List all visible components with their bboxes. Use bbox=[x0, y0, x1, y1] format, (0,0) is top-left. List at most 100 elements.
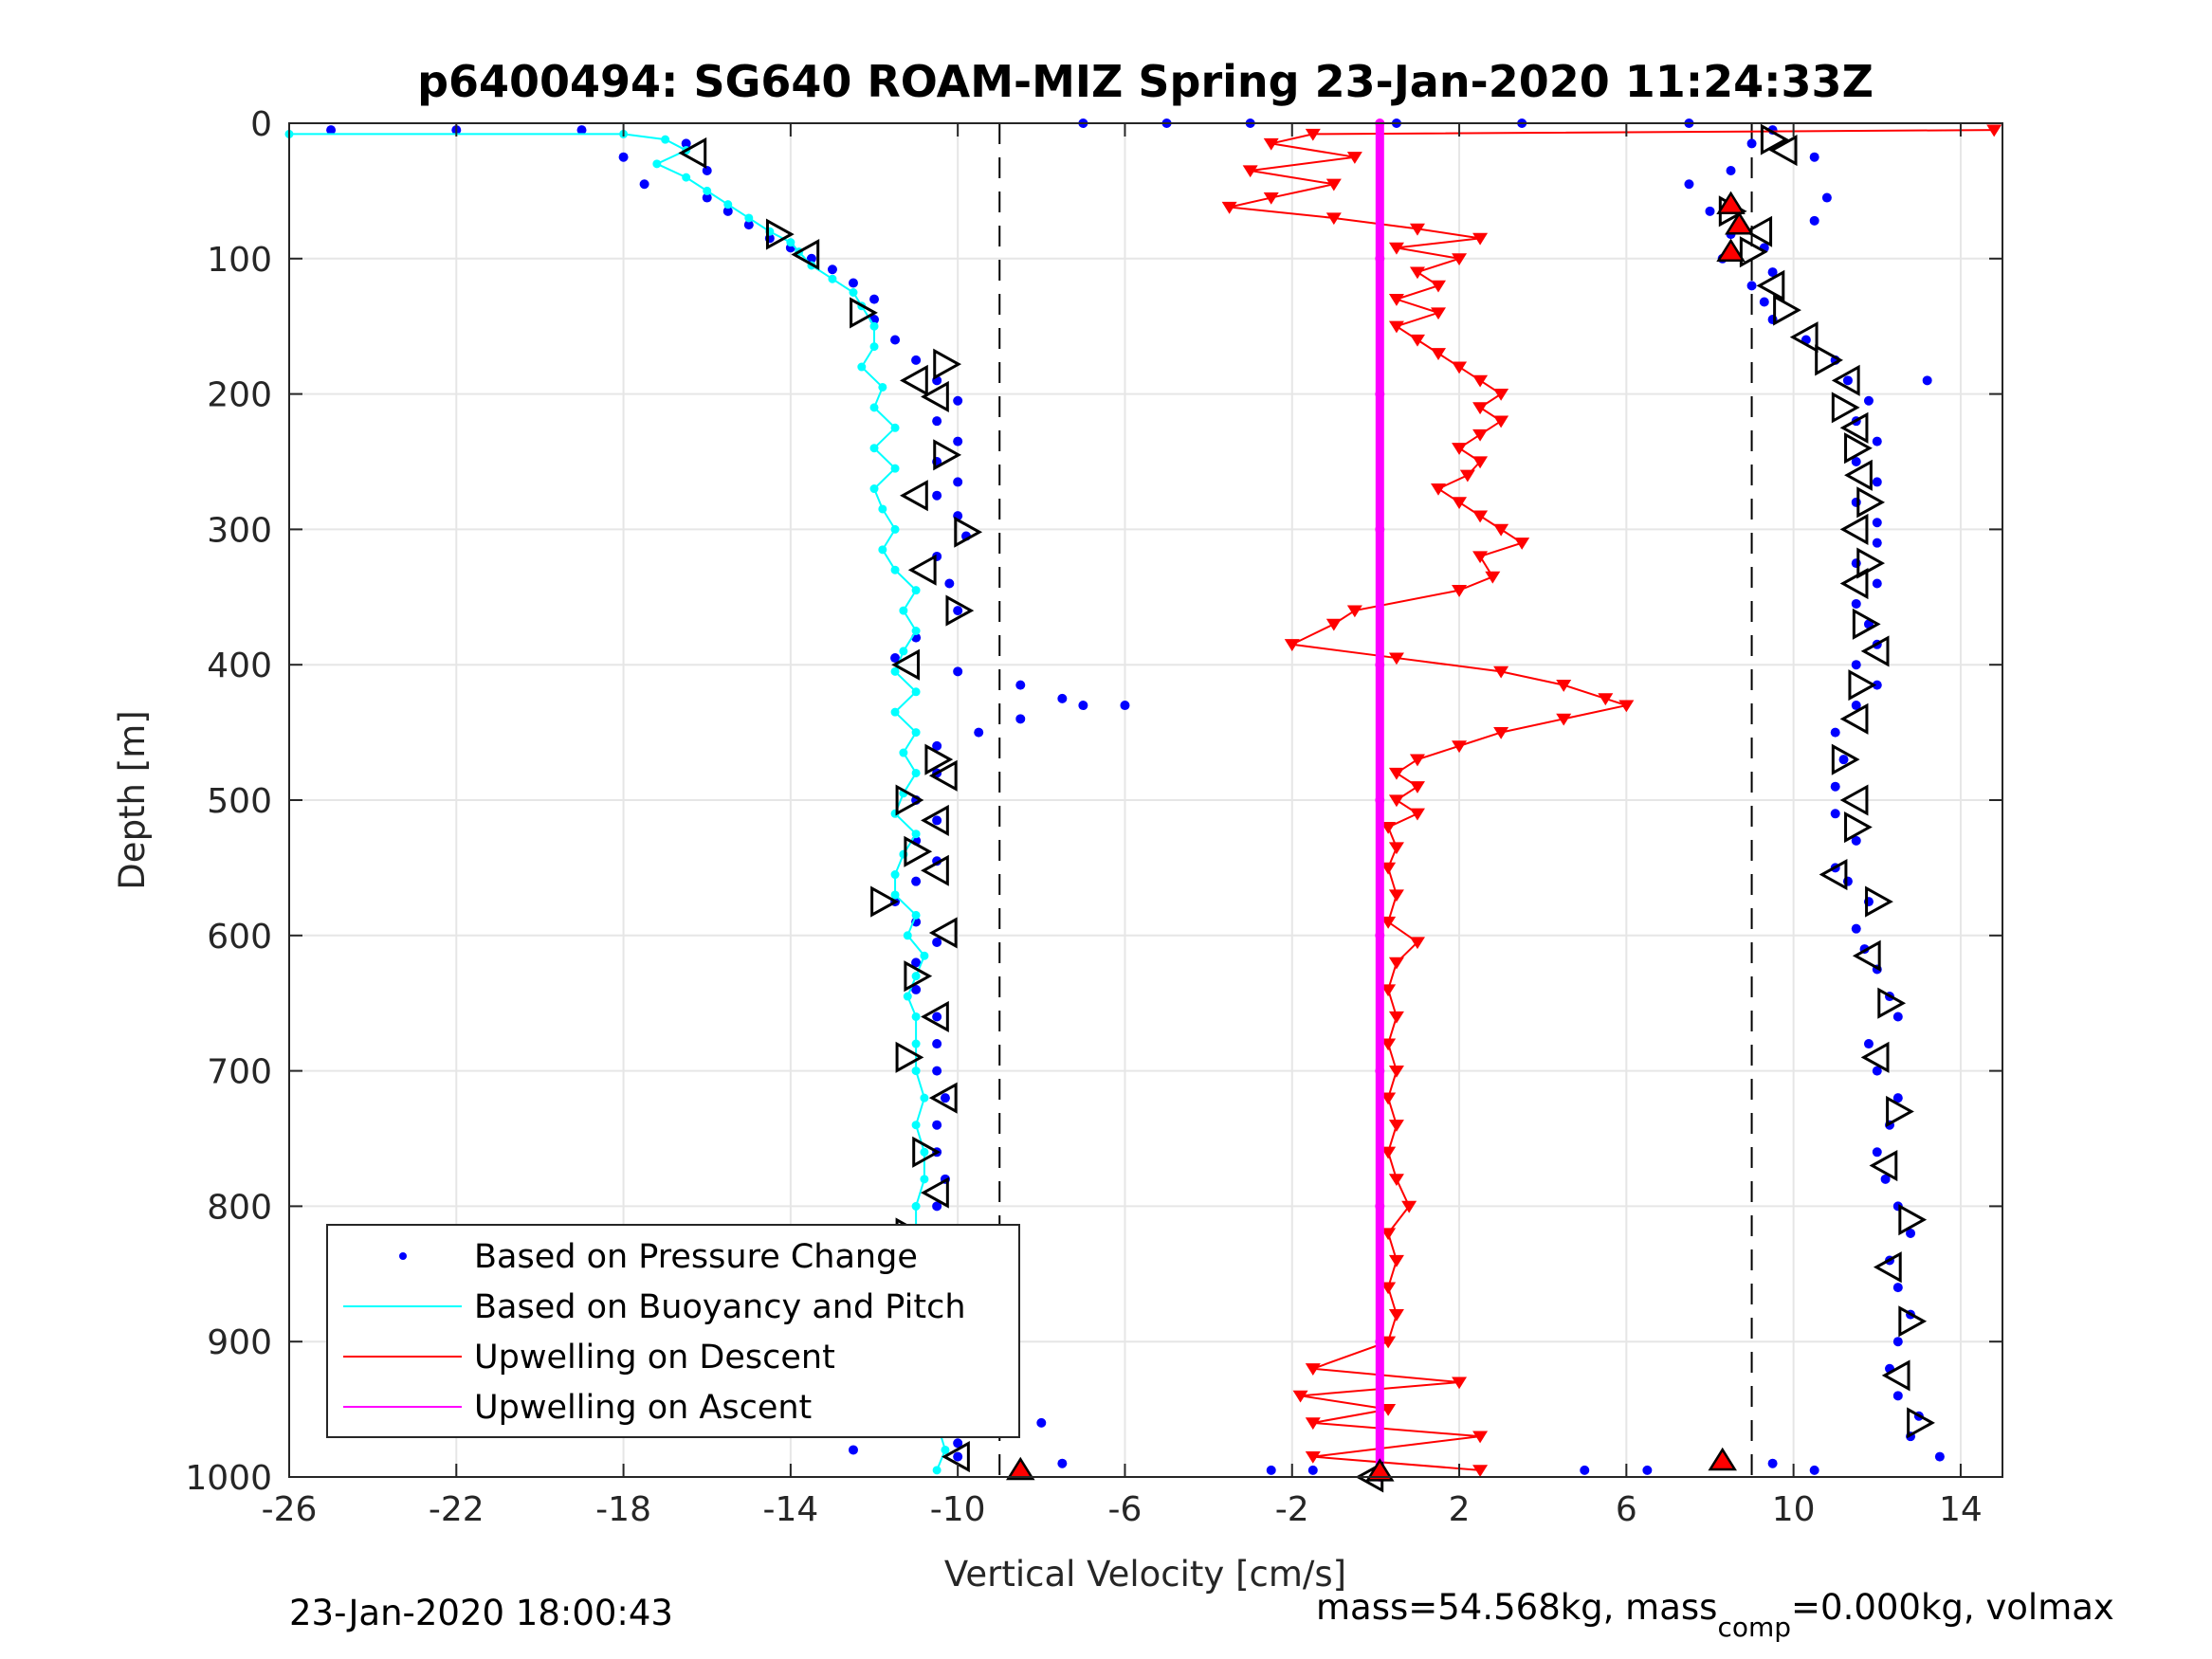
turn-marker bbox=[1756, 269, 1785, 301]
turn-marker bbox=[1839, 411, 1869, 444]
data-point bbox=[1472, 374, 1489, 388]
x-tick-label: 6 bbox=[1616, 1490, 1637, 1529]
data-point bbox=[1409, 754, 1425, 767]
data-point bbox=[1838, 755, 1849, 765]
data-point bbox=[878, 545, 887, 555]
data-point bbox=[890, 524, 900, 534]
turn-marker bbox=[921, 380, 949, 413]
y-tick-label: 1000 bbox=[185, 1459, 272, 1498]
x-tick-label: -18 bbox=[595, 1490, 651, 1529]
data-point bbox=[1388, 652, 1404, 665]
data-point bbox=[911, 768, 921, 777]
data-point bbox=[1851, 923, 1861, 934]
data-point bbox=[703, 186, 712, 195]
data-point bbox=[869, 484, 879, 494]
data-point bbox=[1305, 1417, 1321, 1431]
turn-marker bbox=[1768, 135, 1798, 167]
data-point bbox=[1375, 795, 1385, 805]
apogee-marker bbox=[1365, 1458, 1395, 1482]
data-point bbox=[932, 937, 942, 947]
series-3 bbox=[1375, 118, 1385, 1482]
data-point bbox=[1305, 1363, 1321, 1376]
data-point bbox=[1388, 1254, 1404, 1267]
x-tick-label: -10 bbox=[930, 1490, 986, 1529]
turn-marker bbox=[895, 1041, 924, 1073]
data-point bbox=[1684, 179, 1694, 190]
x-tick-label: -2 bbox=[1275, 1490, 1309, 1529]
data-point bbox=[953, 666, 963, 677]
data-point bbox=[890, 335, 901, 345]
data-point bbox=[903, 931, 912, 940]
y-tick-label: 900 bbox=[207, 1323, 272, 1362]
turn-marker bbox=[765, 218, 795, 250]
data-point bbox=[1472, 402, 1489, 415]
x-tick-label: -22 bbox=[429, 1490, 484, 1529]
data-point bbox=[326, 125, 337, 136]
turn-marker bbox=[921, 1000, 949, 1033]
data-point bbox=[1388, 294, 1404, 306]
turn-marker bbox=[1831, 743, 1860, 775]
data-point bbox=[1380, 1336, 1397, 1349]
data-point bbox=[932, 815, 942, 826]
turn-marker bbox=[1869, 1150, 1898, 1182]
data-point bbox=[1705, 206, 1715, 216]
data-point bbox=[1809, 1465, 1819, 1475]
turn-marker bbox=[791, 238, 820, 271]
footer-mass-prefix: mass=54.568kg, mass bbox=[1316, 1587, 1717, 1628]
turn-marker bbox=[1844, 432, 1873, 465]
data-point bbox=[941, 1445, 950, 1454]
data-point bbox=[911, 957, 922, 968]
turn-marker bbox=[1839, 702, 1869, 735]
data-point bbox=[911, 1121, 921, 1130]
data-point bbox=[1263, 191, 1279, 205]
legend-label-ascent: Upwelling on Ascent bbox=[474, 1389, 812, 1427]
data-point bbox=[1830, 809, 1840, 819]
data-point bbox=[1863, 1039, 1874, 1049]
data-point bbox=[1922, 375, 1932, 386]
data-point bbox=[1388, 320, 1404, 334]
data-point bbox=[1851, 660, 1861, 670]
y-tick-label: 200 bbox=[207, 376, 272, 415]
data-point bbox=[1872, 538, 1882, 548]
data-point bbox=[827, 264, 837, 275]
data-point bbox=[911, 355, 922, 365]
data-point bbox=[1809, 215, 1819, 226]
data-point bbox=[1325, 618, 1342, 631]
turn-marker bbox=[1865, 885, 1893, 918]
data-point bbox=[743, 220, 754, 230]
turn-marker bbox=[924, 743, 954, 775]
data-point bbox=[1120, 701, 1130, 711]
data-point bbox=[1452, 253, 1468, 265]
data-point bbox=[1863, 395, 1874, 406]
data-point bbox=[1472, 428, 1489, 442]
x-tick-label: 14 bbox=[1939, 1490, 1983, 1529]
data-point bbox=[618, 152, 629, 162]
turn-marker bbox=[1839, 567, 1869, 600]
data-point bbox=[786, 238, 795, 247]
data-point bbox=[1346, 605, 1362, 618]
apogee-marker bbox=[1006, 1456, 1035, 1481]
data-point bbox=[848, 1445, 858, 1455]
apogee-marker bbox=[1716, 238, 1746, 263]
data-point bbox=[899, 606, 908, 615]
data-point bbox=[1346, 152, 1362, 164]
data-point bbox=[1986, 124, 2002, 137]
data-point bbox=[953, 436, 963, 447]
data-point bbox=[1388, 1309, 1404, 1322]
data-point bbox=[1375, 253, 1385, 264]
data-point bbox=[1452, 361, 1468, 374]
data-point bbox=[849, 288, 858, 297]
data-point bbox=[1380, 1092, 1397, 1105]
data-point bbox=[1380, 1146, 1397, 1159]
data-point bbox=[953, 477, 963, 487]
x-tick-label: -14 bbox=[762, 1490, 818, 1529]
data-point bbox=[1375, 524, 1385, 535]
x-tick-label: -6 bbox=[1108, 1490, 1143, 1529]
data-point bbox=[1388, 767, 1404, 780]
data-point bbox=[1242, 165, 1258, 178]
data-point bbox=[1851, 598, 1861, 609]
data-point bbox=[1746, 138, 1757, 149]
y-tick-label: 100 bbox=[207, 241, 272, 280]
turn-marker bbox=[1860, 635, 1890, 667]
